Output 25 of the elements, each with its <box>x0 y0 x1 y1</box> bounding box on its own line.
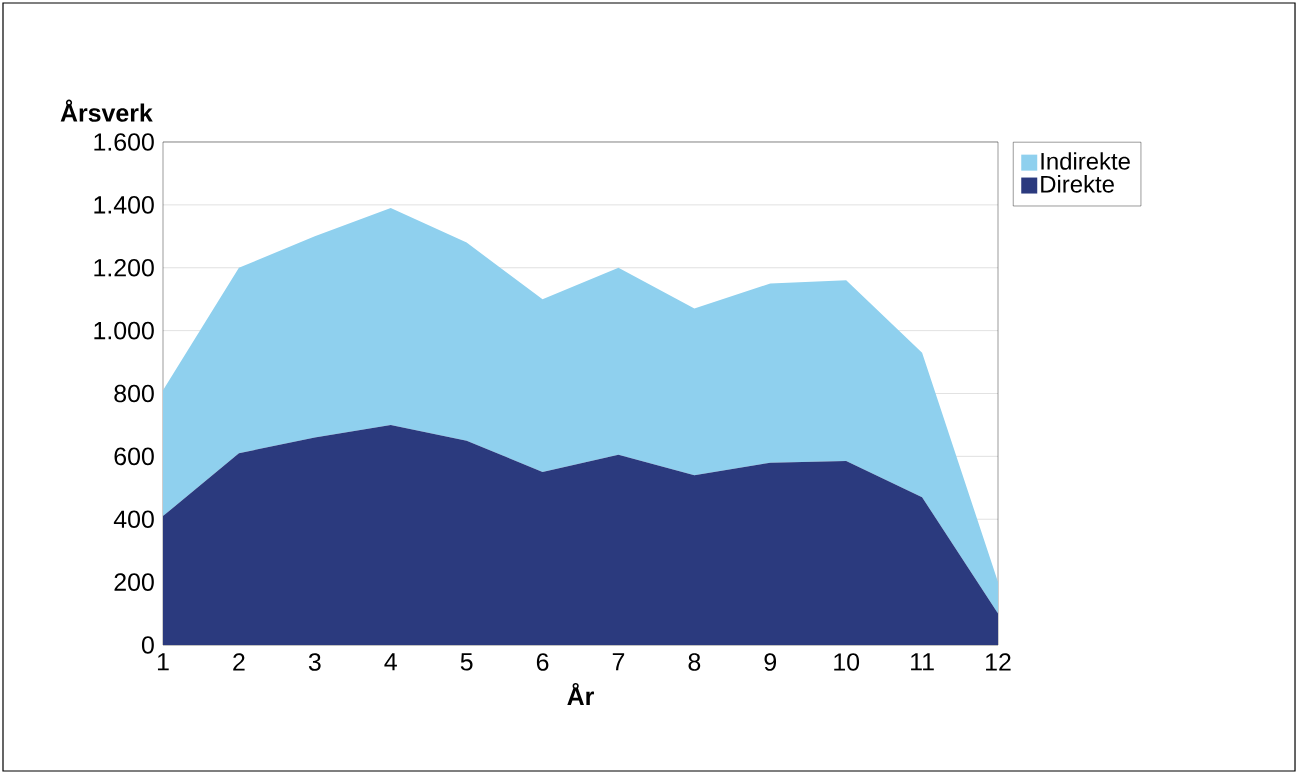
y-tick-label: 1.600 <box>94 133 154 151</box>
y-tick-label: 400 <box>113 510 154 529</box>
x-tick-label: 11 <box>911 653 934 671</box>
x-tick-label: 4 <box>384 653 397 671</box>
x-axis-title: År <box>567 682 594 705</box>
x-tick-label: 10 <box>834 653 860 671</box>
y-tick-label: 600 <box>114 447 154 466</box>
y-tick-label: 800 <box>114 384 154 403</box>
y-axis-title: Årsverk <box>60 99 153 122</box>
x-tick-label: 3 <box>308 653 321 671</box>
x-tick-label: 12 <box>986 653 1011 671</box>
y-tick-label: 1.200 <box>94 258 154 277</box>
legend-label: Indirekte <box>1041 152 1130 170</box>
x-tick-label: 5 <box>460 653 473 671</box>
y-tick-label: 0 <box>141 636 154 654</box>
y-tick-label: 200 <box>114 573 154 591</box>
x-tick-label: 8 <box>688 653 701 671</box>
x-tick-label: 6 <box>536 653 549 671</box>
x-tick-label: 7 <box>612 653 625 671</box>
legend-label: Direkte <box>1041 175 1114 193</box>
x-tick-label: 1 <box>157 653 169 671</box>
x-tick-label: 9 <box>764 653 777 671</box>
y-tick-label: 1.000 <box>94 321 154 340</box>
x-tick-label: 2 <box>233 653 245 671</box>
y-tick-label: 1.400 <box>94 196 154 214</box>
